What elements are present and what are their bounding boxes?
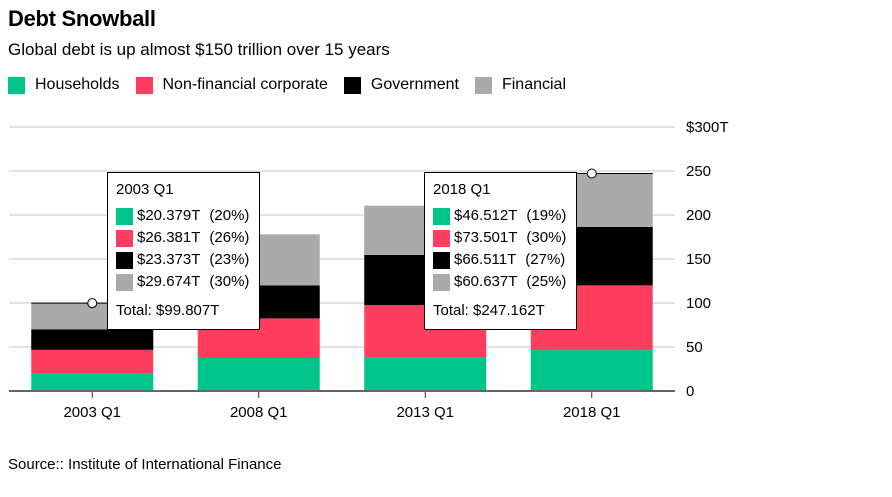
tooltip-value: $73.501T (454, 229, 518, 246)
tooltip-row-households: $20.379T (20%) (116, 205, 249, 227)
y-tick-label: 250 (686, 163, 711, 180)
tooltip-swatch (116, 251, 133, 269)
x-tick-label: 2013 Q1 (396, 404, 454, 421)
tooltip-total: Total: $247.162T (433, 302, 545, 319)
bar-segment-households-2013-q1[interactable] (364, 357, 487, 391)
legend-item-households[interactable]: Households (8, 76, 120, 94)
legend-item-financial[interactable]: Financial (474, 76, 566, 94)
tooltip-pct: (25%) (526, 273, 567, 290)
tooltip-value: $60.637T (454, 273, 518, 290)
tooltip-row-government: $23.373T (23%) (116, 249, 249, 271)
tooltip-swatch (116, 207, 133, 225)
tooltip-swatch (433, 229, 450, 247)
y-tick-label: 200 (686, 207, 711, 224)
tooltip-value: $29.674T (137, 273, 201, 290)
chart-subtitle: Global debt is up almost $150 trillion o… (8, 40, 390, 59)
tooltip-pct: (27%) (525, 251, 566, 268)
y-tick-label: $300T (686, 119, 729, 136)
legend-label: Financial (501, 76, 566, 93)
tooltip-swatch (116, 273, 133, 291)
tooltip-swatch (433, 273, 450, 291)
source-note: Source:: Institute of International Fina… (8, 456, 282, 473)
tooltip-total: Total: $99.807T (116, 302, 220, 319)
y-tick-label: 0 (686, 383, 694, 400)
x-tick-label: 2003 Q1 (63, 404, 121, 421)
tooltip-2003-q1: 2003 Q1 $20.379T (20%) $26.381T (26%) $23.… (107, 172, 261, 330)
axes: 0 50 100 150 200 250 $300T 2003 Q1 2008 Q1 2013 Q… (9, 119, 729, 421)
tooltip-pct: (30%) (209, 273, 250, 290)
x-tick-label: 2018 Q1 (563, 404, 621, 421)
y-tick-label: 150 (686, 251, 711, 268)
bar-segment-non-financial-corporate-2003-q1[interactable] (31, 349, 154, 374)
tooltip-2018-q1: 2018 Q1 $46.512T (19%) $73.501T (30%) $66.… (424, 172, 578, 330)
tooltip-value: $20.379T (137, 207, 201, 224)
legend-label: Government (370, 76, 459, 93)
tooltip-swatch (433, 207, 450, 225)
tooltip-value: $26.381T (137, 229, 201, 246)
tooltip-row-financial: $29.674T (30%) (116, 271, 249, 293)
legend-swatch-government (343, 76, 361, 94)
tooltip-swatch (116, 229, 133, 247)
tooltip-pct: (23%) (209, 251, 250, 268)
bar-segment-households-2018-q1[interactable] (530, 350, 653, 391)
tooltip-pct: (19%) (526, 207, 567, 224)
tooltip-pct: (26%) (209, 229, 250, 246)
tooltip-title: 2003 Q1 (116, 181, 174, 198)
tooltip-pct: (30%) (526, 229, 567, 246)
tooltip-row-financial: $60.637T (25%) (433, 271, 566, 293)
legend-swatch-financial (474, 76, 492, 94)
legend-label: Households (35, 76, 120, 93)
tooltip-value: $46.512T (454, 207, 518, 224)
chart-title: Debt Snowball (8, 6, 156, 31)
bar-segment-households-2008-q1[interactable] (197, 358, 320, 391)
tooltip-row-non-financial-corporate: $73.501T (30%) (433, 227, 566, 249)
tooltip-title: 2018 Q1 (433, 181, 491, 198)
legend-swatch-non-financial-corporate (135, 76, 153, 94)
tooltip-value: $66.511T (454, 251, 517, 268)
total-marker-dot (586, 168, 597, 179)
bar-segment-households-2003-q1[interactable] (31, 373, 154, 391)
bar-segment-government-2003-q1[interactable] (31, 329, 154, 350)
legend-swatch-households (8, 76, 25, 94)
legend-label: Non-financial corporate (162, 76, 328, 93)
tooltip-pct: (20%) (209, 207, 250, 224)
legend-item-non-financial-corporate[interactable]: Non-financial corporate (135, 76, 328, 94)
legend-item-government[interactable]: Government (343, 76, 459, 94)
tooltip-row-non-financial-corporate: $26.381T (26%) (116, 227, 249, 249)
tooltip-swatch (433, 251, 450, 269)
y-tick-label: 100 (686, 295, 711, 312)
x-tick-label: 2008 Q1 (230, 404, 288, 421)
legend: Households Non-financial corporate Gover… (8, 76, 582, 94)
tooltip-row-government: $66.511T (27%) (433, 249, 566, 271)
tooltip-row-households: $46.512T (19%) (433, 205, 566, 227)
y-tick-label: 50 (686, 339, 703, 356)
total-marker-dot (87, 298, 98, 309)
tooltip-value: $23.373T (137, 251, 201, 268)
